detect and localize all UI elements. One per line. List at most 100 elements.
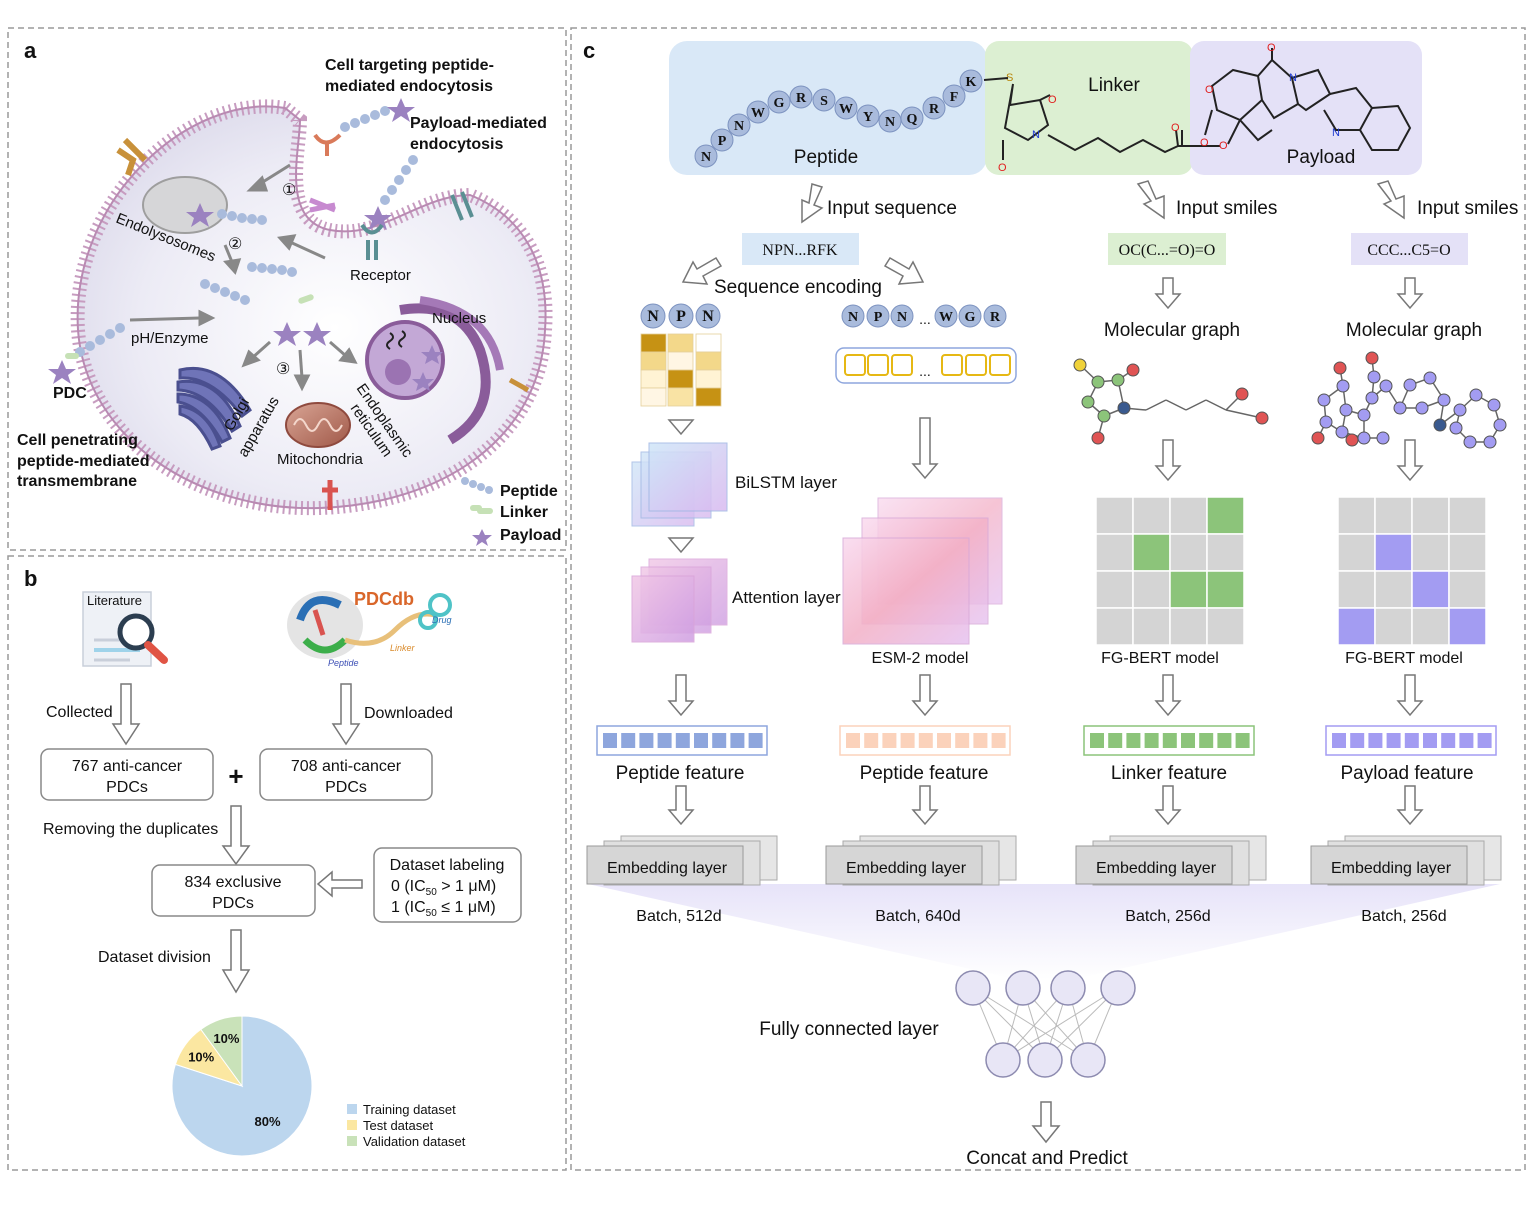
peptide-bead-letter: Y [863, 110, 873, 125]
feature-cell [1090, 733, 1104, 748]
npn-bead-letter: P [676, 308, 686, 325]
one-hot-cell [640, 351, 667, 371]
payload-mediated-line2: endocytosis [410, 136, 503, 153]
down-arrow-icon [911, 674, 939, 717]
grid-cell [1337, 533, 1376, 572]
grid-cell [1337, 496, 1376, 535]
panel-c-label: c [583, 38, 595, 63]
seq-code-text: NPN...RFK [762, 242, 838, 259]
oxygen-atom-labels: O O O O O O O [998, 42, 1276, 174]
peptide-bead-circle [812, 88, 836, 112]
grid-cell [1411, 607, 1450, 646]
embedding-layer-box [825, 845, 983, 885]
box-767-line1: 767 anti-cancer [72, 758, 183, 775]
svg-text:O: O [1267, 42, 1276, 54]
linker-region-label: Linker [1088, 75, 1140, 96]
box-767 [40, 748, 214, 801]
npnwgr-bead-circle [890, 304, 914, 328]
cell-membrane-inner [76, 105, 547, 510]
pdcdb-drug-label: Drug [432, 615, 452, 625]
grid-cell [1206, 570, 1245, 609]
embedding-layer-label: Embedding layer [607, 860, 728, 877]
grid-cell [1132, 607, 1171, 646]
npnwgr-bead-letter: P [874, 310, 883, 325]
graph-node [1437, 393, 1451, 407]
payload-molecule-structure [1204, 48, 1412, 151]
token-box [965, 354, 987, 376]
grid-cell [1374, 607, 1413, 646]
graph-node [1367, 370, 1381, 384]
legend-linker-swatch [477, 508, 493, 514]
feature-cell [1350, 733, 1365, 748]
grid-cell [1206, 607, 1245, 646]
down-arrows [667, 277, 1424, 826]
cell-targeting-line1: Cell targeting peptide- [325, 57, 494, 74]
panel-a-legend: Peptide Linker Payload [477, 483, 561, 544]
peptide-bead-circle [767, 90, 791, 114]
feature-cell [675, 733, 690, 748]
peptide-bead-circle [789, 85, 813, 109]
graph-node [1403, 378, 1417, 392]
npnwgr-bead-letter: N [897, 310, 907, 325]
hollow-arrows-b [111, 683, 363, 994]
golgi-icon [176, 366, 252, 451]
feature-cell [1368, 733, 1383, 748]
token-ellipsis: ... [919, 363, 931, 379]
payload-region-label: Payload [1287, 147, 1356, 168]
feature-cell [657, 733, 672, 748]
linker-molecule-structure [983, 77, 1220, 160]
token-box [891, 354, 913, 376]
grid-cell [1448, 607, 1487, 646]
one-hot-cell [640, 369, 667, 389]
one-hot-cell [640, 333, 667, 353]
labeling-title: Dataset labeling [390, 857, 505, 874]
linker-region [985, 41, 1193, 175]
ph-enzyme-label: pH/Enzyme [131, 330, 209, 347]
legend-peptide-label: Peptide [500, 483, 558, 500]
mitochondria-icon [285, 402, 351, 448]
one-hot-cell [695, 351, 722, 371]
down-arrow-icon [667, 537, 695, 554]
peptide-bead-letter: N [734, 119, 744, 134]
npn-bead-circle [695, 303, 721, 329]
batch-label: Batch, 512d [636, 908, 721, 925]
down-arrow-icon [1154, 439, 1182, 482]
predict-arrow [1031, 1101, 1061, 1144]
attention-label: Attention layer [732, 588, 841, 607]
graph-node [1365, 391, 1379, 405]
npnwgr-bead-letter: G [965, 310, 976, 325]
pie-legend-swatch [347, 1104, 357, 1114]
labeling-1: 1 (IC50 ≤ 1 μM) [391, 899, 496, 919]
feature-cell [864, 733, 879, 748]
batch-labels: Batch, 512d Batch, 640d Batch, 256d Batch, … [636, 908, 1446, 925]
graph-node [1393, 401, 1407, 415]
pdcdb-logo-text: PDCdb [354, 589, 414, 609]
grid-cell [1374, 496, 1413, 535]
peptide-bead-circle [942, 84, 966, 108]
embedding-layer-label: Embedding layer [1331, 860, 1452, 877]
fgbert-label-2: FG-BERT model [1345, 650, 1463, 667]
grid-cell [1169, 607, 1208, 646]
graph-node [1483, 435, 1497, 449]
feature-vectors [596, 725, 1497, 756]
feature-cell [900, 733, 915, 748]
graph-node [1311, 431, 1325, 445]
feature-cell [1181, 733, 1195, 748]
nucleus-icon [365, 296, 504, 445]
feature-cell [1441, 733, 1456, 748]
payload-star-icon [186, 203, 214, 227]
peptide-bead-circle [959, 69, 983, 93]
input-smiles-label-2: Input smiles [1417, 198, 1518, 219]
grid-cell [1448, 533, 1487, 572]
membrane-protein-icon-2 [508, 377, 530, 393]
feature-cell [846, 733, 860, 748]
peptide-bead-circle [900, 106, 924, 130]
feature-cell [603, 733, 617, 748]
one-hot-cell [667, 351, 694, 371]
down-arrow-icon [667, 674, 695, 717]
feature-cell [639, 733, 654, 748]
graph-node [1357, 431, 1371, 445]
